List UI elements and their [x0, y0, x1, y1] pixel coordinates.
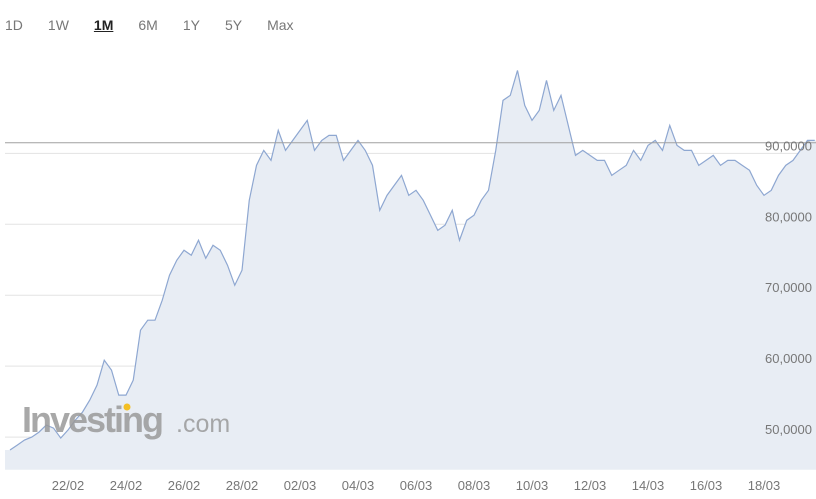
y-tick-label: 80,0000 — [765, 209, 812, 224]
range-tab[interactable]: 1D — [5, 17, 23, 33]
x-tick-label: 24/02 — [110, 478, 143, 493]
area-fill — [5, 70, 816, 470]
x-tick-label: 02/03 — [284, 478, 317, 493]
x-tick-label: 16/03 — [690, 478, 723, 493]
x-tick-label: 28/02 — [226, 478, 259, 493]
x-tick-label: 14/03 — [632, 478, 665, 493]
range-tab[interactable]: 5Y — [224, 17, 243, 33]
price-line — [9, 70, 815, 451]
range-tab[interactable]: 1Y — [182, 17, 200, 33]
x-tick-label: 04/03 — [342, 478, 375, 493]
x-tick-label: 08/03 — [458, 478, 491, 493]
watermark-suffix: .com — [176, 410, 230, 438]
range-tab[interactable]: Max — [267, 17, 294, 33]
x-tick-label: 22/02 — [52, 478, 85, 493]
x-tick-label: 26/02 — [168, 478, 201, 493]
x-tick-label: 10/03 — [516, 478, 549, 493]
y-tick-label: 60,0000 — [765, 351, 812, 366]
y-tick-label: 90,0000 — [765, 138, 812, 153]
watermark-dot — [123, 403, 131, 411]
watermark-brand: Investing — [22, 399, 162, 440]
x-tick-label: 18/03 — [748, 478, 781, 493]
range-tabs: 1D 1W 1M 6M 1Y 5Y Max — [5, 17, 294, 33]
range-tab[interactable]: 1M — [93, 17, 114, 33]
y-tick-label: 70,0000 — [765, 280, 812, 295]
x-tick-label: 06/03 — [400, 478, 433, 493]
range-tab[interactable]: 1W — [47, 17, 69, 33]
range-tab[interactable]: 6M — [138, 17, 158, 33]
x-tick-label: 12/03 — [574, 478, 607, 493]
y-tick-label: 50,0000 — [765, 422, 812, 437]
